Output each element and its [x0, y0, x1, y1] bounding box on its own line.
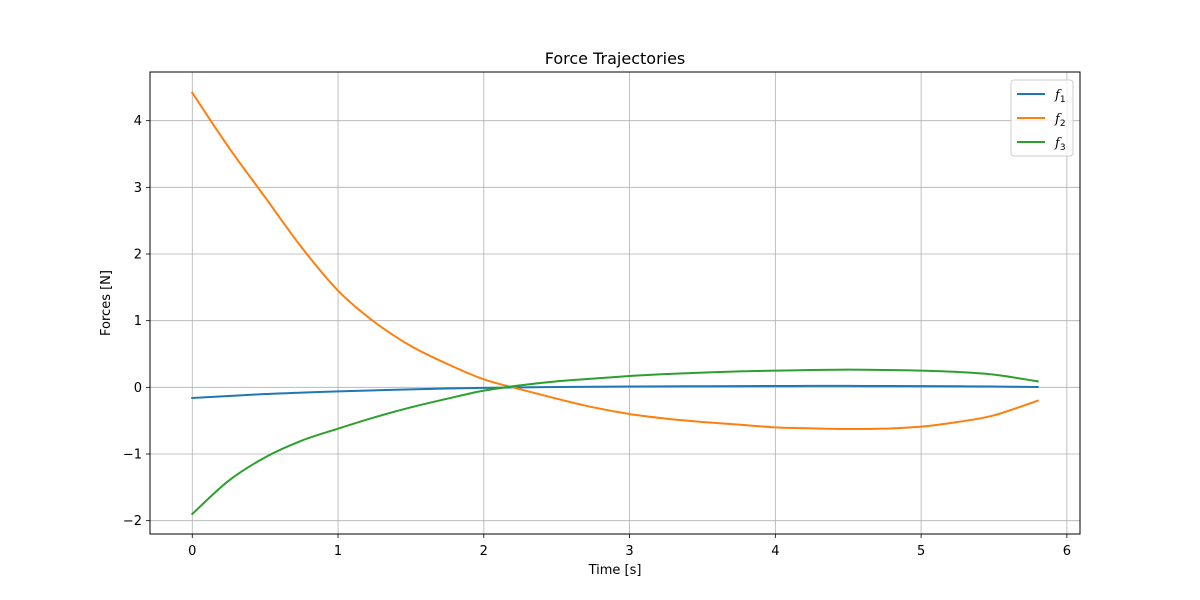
plot-frame	[149, 71, 1081, 535]
y-tick-label: −1	[123, 448, 142, 463]
y-axis: −2 −1 0 1 2 3 4	[123, 114, 150, 529]
legend-label-subscript: 1	[1060, 95, 1066, 105]
y-tick-label: 4	[134, 114, 142, 129]
legend-label-base: f	[1054, 112, 1062, 127]
x-tick-label: 6	[1063, 544, 1071, 559]
series-layer	[190, 91, 1039, 516]
series-line-f2	[190, 91, 1039, 431]
legend-label-base: f	[1054, 88, 1062, 103]
x-tick-label: 4	[771, 544, 779, 559]
x-tick-label: 3	[625, 544, 633, 559]
x-tick-label: 0	[188, 544, 196, 559]
y-tick-label: 2	[134, 248, 142, 263]
y-tick-label: −2	[123, 514, 142, 529]
legend-label-subscript: 2	[1060, 119, 1066, 129]
x-axis-label: Time [s]	[588, 563, 642, 578]
x-tick-label: 1	[334, 544, 342, 559]
legend-label-f1: f1	[1054, 88, 1066, 105]
y-tick-label: 3	[134, 181, 142, 196]
legend-label-f2: f2	[1054, 112, 1066, 129]
legend-label-base: f	[1054, 136, 1062, 151]
series-line-f3	[190, 368, 1039, 516]
y-axis-label: Forces [N]	[99, 270, 114, 336]
y-tick-label: 0	[134, 381, 142, 396]
legend-label-f3: f3	[1054, 136, 1066, 153]
y-tick-label: 1	[134, 314, 142, 329]
legend-label-subscript: 3	[1060, 143, 1066, 153]
chart-title: Force Trajectories	[545, 49, 686, 68]
x-tick-label: 2	[480, 544, 488, 559]
x-tick-label: 5	[917, 544, 925, 559]
series-line-f1	[191, 384, 1039, 400]
x-axis: 0 1 2 3 4 5 6	[188, 534, 1071, 559]
